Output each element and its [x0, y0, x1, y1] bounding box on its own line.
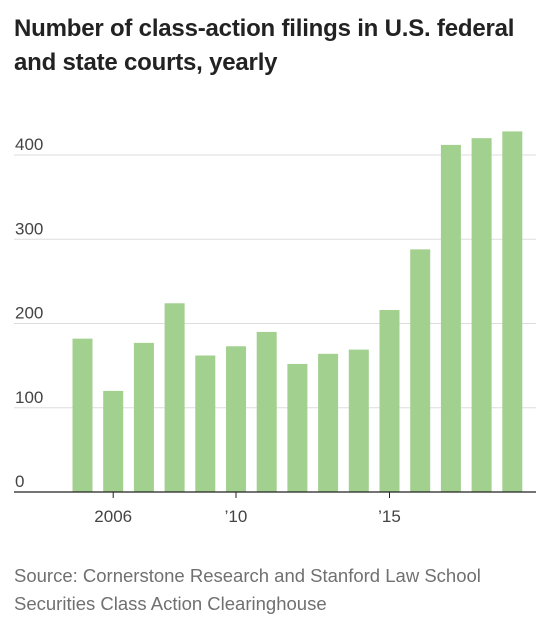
bars: [72, 131, 523, 492]
bar-2012: [287, 363, 308, 492]
bar-2018: [471, 138, 492, 492]
x-tick-label: 2006: [94, 507, 132, 526]
chart-title: Number of class-action filings in U.S. f…: [14, 15, 515, 76]
bar-2016: [410, 249, 431, 492]
bar-2008: [164, 303, 185, 492]
bar-2015: [379, 310, 400, 492]
y-tick-label: 200: [15, 304, 43, 323]
y-axis-labels: 0 100 200 300 400: [15, 135, 43, 491]
y-tick-label: 400: [15, 135, 43, 154]
bar-2005: [72, 338, 93, 492]
bar-2013: [318, 353, 339, 492]
bar-2007: [133, 342, 154, 492]
bar-2011: [256, 331, 277, 492]
y-tick-label: 100: [15, 388, 43, 407]
source-note: Source: Cornerstone Research and Stanfor…: [14, 565, 481, 614]
x-axis-ticks: 2006 ’10 ’15: [94, 492, 401, 526]
y-tick-label: 300: [15, 219, 43, 238]
y-tick-label: 0: [15, 472, 24, 491]
bar-2009: [195, 355, 216, 492]
bar-2019: [502, 131, 523, 492]
bar-2017: [440, 144, 461, 492]
x-tick-label: ’15: [378, 507, 401, 526]
bar-2014: [348, 349, 369, 492]
bar-2006: [103, 390, 124, 492]
x-tick-label: ’10: [225, 507, 248, 526]
bar-2010: [226, 346, 246, 492]
